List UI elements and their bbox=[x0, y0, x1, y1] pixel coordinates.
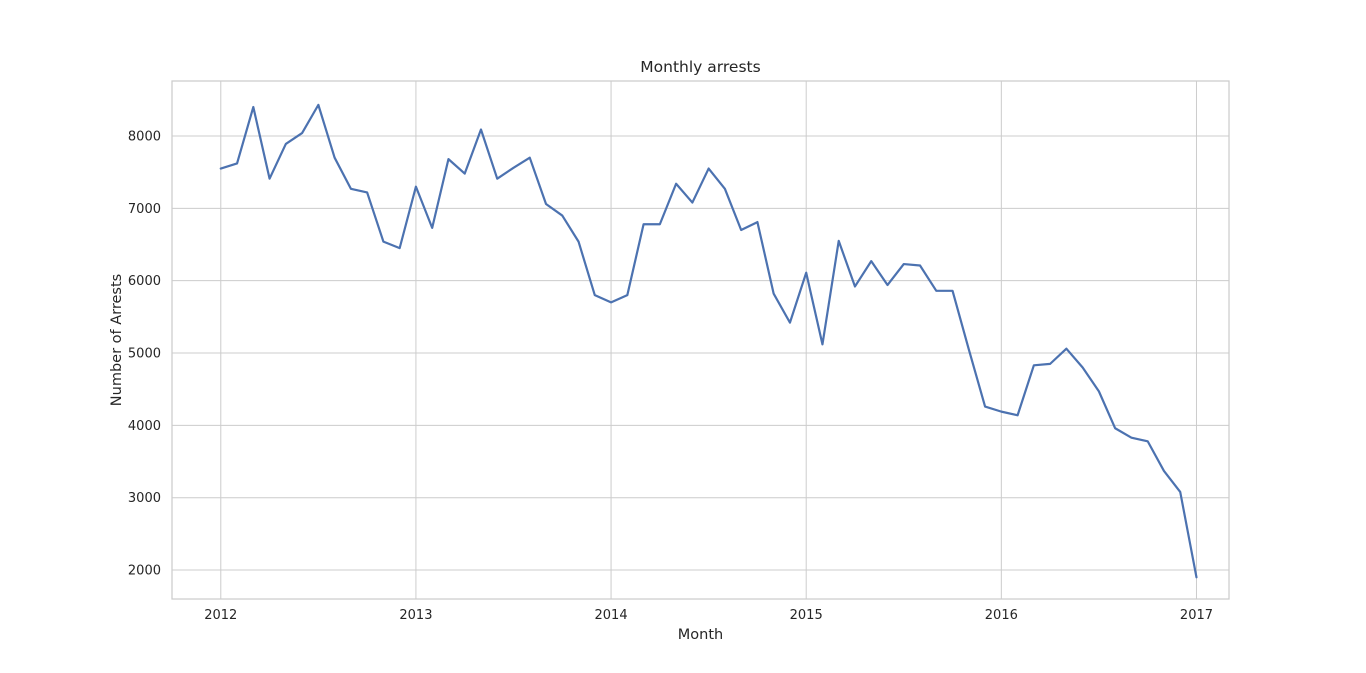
series-line bbox=[219, 103, 1198, 579]
y-axis-title: Number of Arrests bbox=[109, 274, 125, 406]
y-tick-label: 4000 bbox=[128, 419, 161, 434]
x-tick-label: 2015 bbox=[790, 608, 823, 623]
y-tick-label: 5000 bbox=[128, 347, 161, 362]
y-tick-label: 8000 bbox=[128, 129, 161, 144]
plot-frame bbox=[171, 80, 1230, 600]
y-tick-label: 7000 bbox=[128, 202, 161, 217]
x-axis-title: Month bbox=[678, 627, 723, 643]
x-tick-label: 2014 bbox=[595, 608, 628, 623]
y-tick-labels: 2000 3000 4000 5000 6000 7000 8000 bbox=[128, 129, 161, 578]
x-tick-label: 2017 bbox=[1180, 608, 1213, 623]
x-tick-labels: 2012 2013 2014 2015 2016 2017 bbox=[204, 608, 1213, 623]
grid-lines bbox=[172, 81, 1229, 599]
x-tick-label: 2016 bbox=[985, 608, 1018, 623]
x-tick-label: 2012 bbox=[204, 608, 237, 623]
y-tick-label: 2000 bbox=[128, 564, 161, 579]
y-tick-label: 3000 bbox=[128, 491, 161, 506]
chart-title: Monthly arrests bbox=[640, 58, 760, 76]
x-tick-label: 2013 bbox=[399, 608, 432, 623]
series-layer bbox=[219, 103, 1198, 579]
y-tick-label: 6000 bbox=[128, 274, 161, 289]
